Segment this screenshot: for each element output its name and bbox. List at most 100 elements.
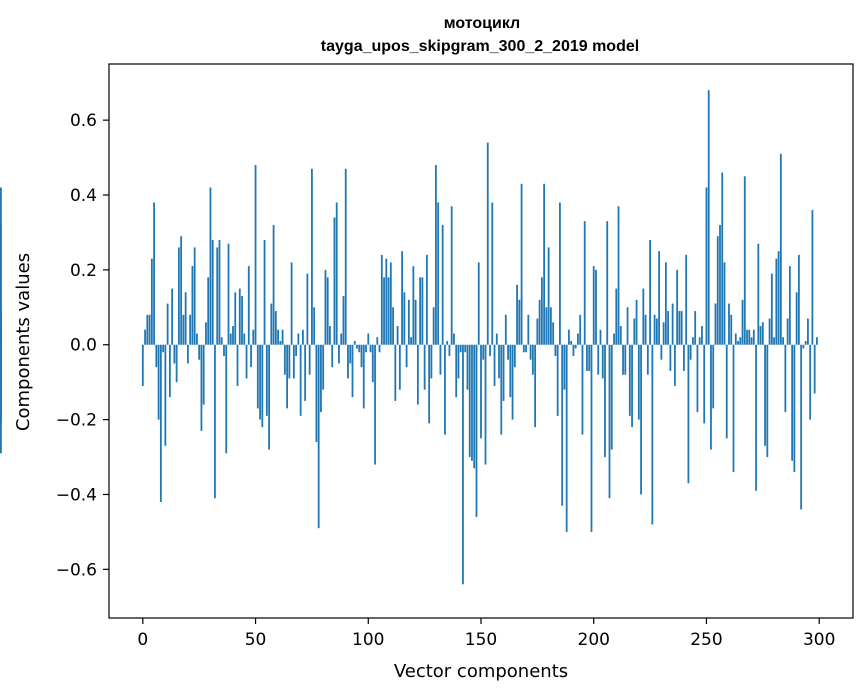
bar bbox=[353, 341, 356, 345]
bar bbox=[489, 344, 491, 356]
bar bbox=[522, 344, 525, 353]
bar bbox=[793, 344, 796, 473]
bar bbox=[549, 307, 552, 345]
bar bbox=[265, 344, 268, 416]
bar bbox=[507, 344, 509, 360]
bar bbox=[326, 277, 329, 345]
bar bbox=[509, 344, 512, 398]
bar bbox=[493, 344, 496, 386]
bar bbox=[637, 344, 640, 420]
bar bbox=[552, 322, 555, 345]
bar bbox=[775, 258, 778, 345]
bar bbox=[721, 172, 724, 345]
bar bbox=[394, 344, 397, 401]
bar bbox=[556, 344, 559, 416]
bar bbox=[491, 202, 494, 345]
bar bbox=[254, 165, 257, 345]
bar bbox=[536, 318, 539, 345]
y-axis-ticks: −0.6 −0.4 −0.2 0.0 0.2 0.4 0.6 bbox=[56, 111, 109, 580]
bar bbox=[608, 344, 611, 499]
bar bbox=[737, 341, 739, 345]
bar bbox=[425, 254, 428, 345]
bar bbox=[710, 344, 712, 450]
bar bbox=[746, 329, 748, 345]
bar bbox=[559, 202, 561, 345]
bar bbox=[189, 314, 192, 345]
bar bbox=[324, 269, 327, 345]
bar bbox=[540, 277, 543, 345]
bar bbox=[728, 303, 730, 345]
bar bbox=[162, 344, 165, 353]
bar bbox=[448, 344, 451, 356]
bar bbox=[462, 344, 464, 585]
bar bbox=[624, 344, 627, 375]
bar bbox=[432, 307, 435, 345]
bar bbox=[362, 344, 365, 409]
bar bbox=[261, 344, 264, 428]
bar bbox=[473, 344, 476, 469]
bar bbox=[628, 344, 631, 416]
bar bbox=[642, 288, 645, 345]
bar bbox=[631, 344, 633, 428]
bar bbox=[604, 344, 606, 458]
bar bbox=[658, 251, 661, 345]
bar bbox=[311, 168, 313, 345]
bar bbox=[166, 303, 169, 345]
bar bbox=[714, 303, 717, 345]
bar bbox=[484, 344, 487, 465]
bar bbox=[705, 187, 708, 345]
bar bbox=[173, 344, 176, 364]
bar bbox=[277, 329, 279, 345]
bar bbox=[232, 326, 234, 345]
bar bbox=[635, 299, 638, 345]
bar bbox=[791, 344, 794, 461]
bar bbox=[376, 337, 379, 345]
bar bbox=[335, 202, 338, 345]
x-tick-label: 150 bbox=[465, 630, 497, 650]
x-tick-label: 250 bbox=[690, 630, 722, 650]
bar bbox=[214, 344, 216, 499]
chart-subtitle: tayga_upos_skipgram_300_2_2019 model bbox=[321, 38, 639, 55]
bar bbox=[480, 344, 482, 439]
bar bbox=[755, 344, 757, 491]
bar bbox=[446, 341, 449, 345]
bar bbox=[764, 344, 766, 446]
bar bbox=[155, 344, 158, 368]
bar bbox=[387, 277, 390, 345]
bar bbox=[626, 307, 629, 345]
bar bbox=[529, 344, 532, 360]
bar bbox=[732, 344, 735, 473]
bar bbox=[486, 142, 489, 345]
bar bbox=[392, 307, 394, 345]
bar bbox=[412, 266, 415, 345]
bar bbox=[322, 344, 325, 390]
bar bbox=[730, 314, 733, 345]
bar bbox=[707, 90, 710, 345]
bar bbox=[378, 344, 381, 353]
bar bbox=[813, 344, 816, 394]
bar bbox=[703, 344, 706, 424]
bar bbox=[200, 344, 203, 431]
bar bbox=[592, 266, 595, 345]
bar bbox=[572, 344, 575, 356]
bar bbox=[543, 183, 546, 345]
bar bbox=[196, 333, 198, 345]
bar bbox=[525, 344, 527, 353]
bar bbox=[495, 333, 498, 345]
bar bbox=[538, 299, 541, 345]
bar bbox=[504, 314, 507, 345]
bar bbox=[653, 314, 656, 345]
x-tick-label: 50 bbox=[245, 630, 267, 650]
bar bbox=[750, 337, 753, 345]
bar bbox=[256, 344, 259, 409]
bar bbox=[301, 329, 304, 345]
bar bbox=[320, 344, 322, 413]
bar bbox=[698, 337, 701, 345]
bar bbox=[450, 206, 453, 345]
bar bbox=[761, 322, 764, 345]
bar bbox=[0, 344, 2, 424]
bar bbox=[347, 344, 349, 379]
x-axis-ticks: 0 50 100 150 200 250 300 bbox=[137, 618, 835, 650]
bar bbox=[622, 344, 624, 375]
bar bbox=[768, 318, 771, 345]
